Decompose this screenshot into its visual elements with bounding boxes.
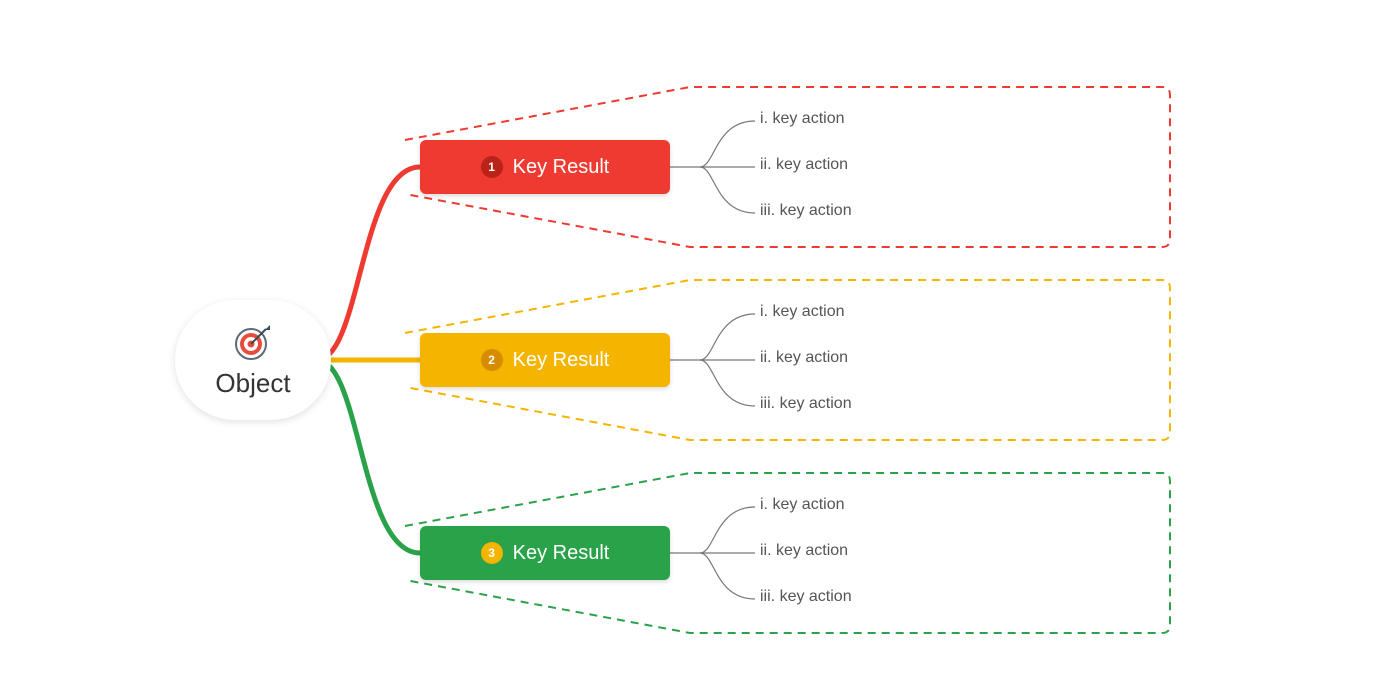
key-action: i. key action [760, 303, 845, 321]
key-result-node: 1 Key Result [420, 140, 670, 194]
key-result-number-badge: 1 [481, 156, 503, 178]
key-action-text: key action [776, 542, 848, 559]
key-action: ii. key action [760, 156, 848, 174]
key-action-prefix: i. [760, 303, 768, 320]
key-result-node: 3 Key Result [420, 526, 670, 580]
key-action-prefix: i. [760, 110, 768, 127]
key-action-prefix: iii. [760, 202, 775, 219]
key-action: iii. key action [760, 395, 852, 413]
key-action-text: key action [780, 395, 852, 412]
key-action: ii. key action [760, 349, 848, 367]
okr-diagram: Object 1Key Resulti. key actionii. key a… [0, 0, 1400, 700]
key-action-prefix: ii. [760, 156, 772, 173]
object-root-node: Object [175, 300, 331, 420]
key-action: i. key action [760, 496, 845, 514]
key-result-node: 2 Key Result [420, 333, 670, 387]
key-action-prefix: ii. [760, 542, 772, 559]
key-action-text: key action [772, 303, 844, 320]
key-action-text: key action [780, 588, 852, 605]
key-action: ii. key action [760, 542, 848, 560]
key-action-text: key action [776, 156, 848, 173]
object-label: Object [215, 368, 290, 399]
key-result-number-badge: 2 [481, 349, 503, 371]
key-action: i. key action [760, 110, 845, 128]
key-result-label: Key Result [513, 156, 610, 179]
key-action-prefix: iii. [760, 395, 775, 412]
key-action: iii. key action [760, 202, 852, 220]
key-action-text: key action [772, 496, 844, 513]
key-action: iii. key action [760, 588, 852, 606]
key-result-label: Key Result [513, 542, 610, 565]
key-result-label: Key Result [513, 349, 610, 372]
key-action-text: key action [772, 110, 844, 127]
key-action-prefix: iii. [760, 588, 775, 605]
key-action-prefix: i. [760, 496, 768, 513]
target-icon [233, 322, 273, 362]
key-result-number-badge: 3 [481, 542, 503, 564]
key-action-prefix: ii. [760, 349, 772, 366]
key-action-text: key action [776, 349, 848, 366]
key-action-text: key action [780, 202, 852, 219]
